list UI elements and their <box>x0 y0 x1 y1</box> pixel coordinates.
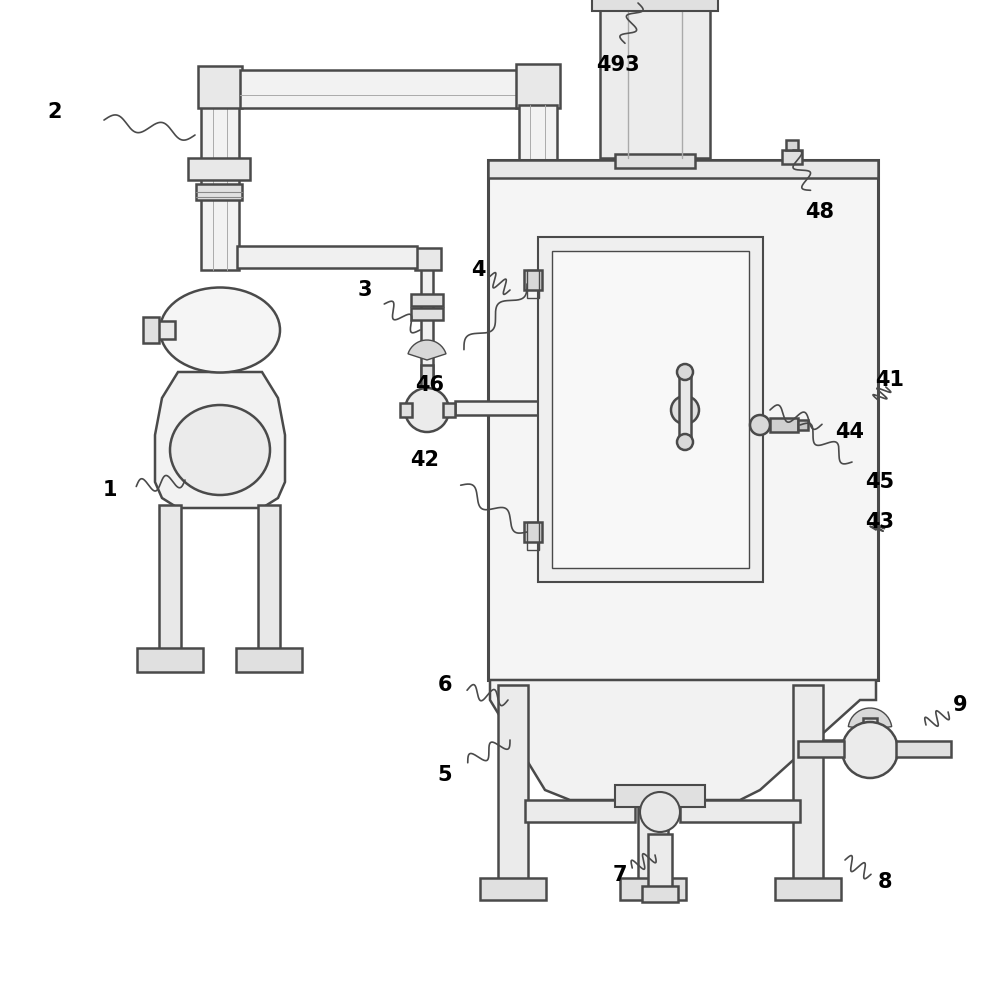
Bar <box>527 270 539 298</box>
Text: 44: 44 <box>836 422 864 442</box>
Bar <box>411 308 443 320</box>
Polygon shape <box>155 372 285 508</box>
Text: 4: 4 <box>471 260 485 280</box>
Bar <box>204 327 236 372</box>
Bar <box>680 800 800 822</box>
Bar <box>786 140 798 150</box>
Circle shape <box>842 722 898 778</box>
Bar <box>516 382 560 402</box>
Bar <box>421 365 433 390</box>
Bar <box>615 154 695 168</box>
Text: 2: 2 <box>48 102 62 122</box>
Text: 493: 493 <box>596 55 640 75</box>
Bar <box>896 741 951 757</box>
Bar <box>198 66 242 108</box>
Bar <box>798 741 844 757</box>
Bar <box>143 317 159 343</box>
Bar <box>236 648 302 672</box>
Bar <box>782 150 802 164</box>
Bar <box>421 265 433 390</box>
Bar <box>538 237 763 582</box>
Polygon shape <box>490 680 876 800</box>
Bar <box>455 401 545 415</box>
Ellipse shape <box>170 405 270 495</box>
Circle shape <box>640 792 680 832</box>
Bar <box>411 294 443 306</box>
Text: 8: 8 <box>878 872 892 892</box>
Text: 1: 1 <box>103 480 117 500</box>
Text: 45: 45 <box>865 472 895 492</box>
Bar <box>552 251 749 568</box>
Circle shape <box>750 415 770 435</box>
Bar <box>415 248 441 270</box>
Polygon shape <box>408 340 446 360</box>
Bar <box>488 160 878 680</box>
Bar <box>638 795 668 880</box>
Bar <box>240 70 520 108</box>
Text: 46: 46 <box>416 375 444 395</box>
Bar <box>201 105 239 270</box>
Bar <box>775 878 841 900</box>
Text: 6: 6 <box>438 675 452 695</box>
Bar <box>555 380 640 410</box>
Bar <box>516 64 560 108</box>
Text: 42: 42 <box>411 450 440 470</box>
Bar <box>137 648 203 672</box>
Bar <box>592 0 718 11</box>
Bar <box>480 878 546 900</box>
Text: 43: 43 <box>866 512 895 532</box>
Bar <box>524 522 542 542</box>
Bar <box>155 321 175 339</box>
Bar <box>258 505 280 650</box>
Text: 5: 5 <box>438 765 452 785</box>
Bar <box>642 886 678 902</box>
Bar <box>519 105 557 270</box>
Bar <box>770 418 798 432</box>
Bar <box>679 372 691 442</box>
Bar <box>237 246 417 268</box>
Text: 7: 7 <box>613 865 627 885</box>
Bar <box>524 270 542 290</box>
Bar <box>498 685 528 880</box>
Bar <box>488 160 878 178</box>
Bar <box>798 420 808 430</box>
Bar <box>823 740 843 756</box>
Bar <box>196 184 242 200</box>
Bar <box>620 878 686 900</box>
Bar <box>159 505 181 650</box>
Ellipse shape <box>160 287 280 372</box>
Bar <box>793 685 823 880</box>
Circle shape <box>677 434 693 450</box>
Bar <box>615 785 705 807</box>
Bar <box>443 403 455 417</box>
Text: 48: 48 <box>806 202 834 222</box>
Bar <box>400 403 412 417</box>
Bar <box>648 834 672 890</box>
Circle shape <box>677 364 693 380</box>
Text: 9: 9 <box>953 695 967 715</box>
Text: 41: 41 <box>876 370 904 390</box>
Bar <box>525 800 635 822</box>
Bar <box>527 522 539 550</box>
Polygon shape <box>848 708 892 730</box>
Bar <box>519 265 557 390</box>
Circle shape <box>405 388 449 432</box>
Bar <box>863 718 877 740</box>
Circle shape <box>671 396 699 424</box>
Bar <box>600 3 710 158</box>
Bar <box>188 158 250 180</box>
Text: 3: 3 <box>358 280 372 300</box>
